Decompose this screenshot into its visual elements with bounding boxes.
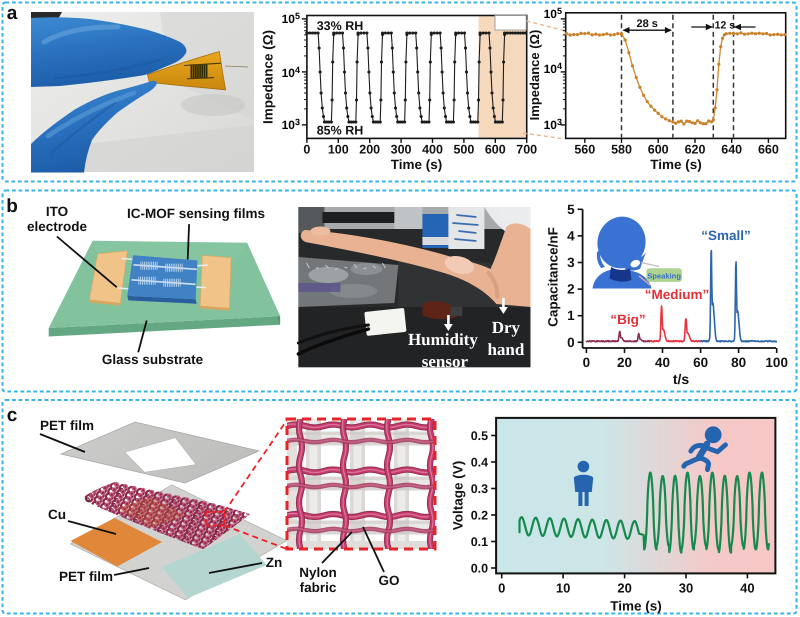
svg-text:PET film: PET film (59, 569, 113, 584)
svg-text:105: 105 (282, 11, 300, 26)
svg-text:0: 0 (303, 143, 310, 157)
svg-text:100: 100 (328, 143, 349, 157)
svg-text:0.1: 0.1 (471, 535, 488, 549)
svg-text:Time (s): Time (s) (650, 157, 702, 172)
svg-text:12 s: 12 s (715, 20, 736, 32)
svg-text:103: 103 (282, 117, 300, 132)
svg-text:Zn: Zn (266, 555, 283, 570)
svg-text:“Big”: “Big” (610, 312, 645, 327)
svg-text:0.4: 0.4 (471, 456, 488, 470)
svg-text:b: b (6, 196, 18, 217)
svg-text:Cu: Cu (48, 507, 66, 522)
svg-text:“Small”: “Small” (701, 228, 751, 243)
svg-text:5: 5 (567, 202, 575, 217)
svg-text:0.2: 0.2 (471, 509, 488, 523)
svg-text:Nylon: Nylon (299, 565, 337, 580)
svg-text:104: 104 (544, 61, 562, 76)
svg-text:2: 2 (567, 282, 575, 297)
svg-text:28 s: 28 s (636, 18, 657, 30)
svg-text:PET film: PET film (40, 418, 94, 433)
svg-text:Time (s): Time (s) (391, 157, 443, 172)
svg-text:660: 660 (758, 143, 779, 157)
svg-text:t/s: t/s (673, 371, 690, 387)
svg-text:300: 300 (391, 143, 412, 157)
svg-text:ITO: ITO (46, 204, 68, 219)
svg-text:700: 700 (516, 143, 537, 157)
svg-text:60: 60 (693, 355, 708, 370)
svg-text:20: 20 (617, 355, 632, 370)
svg-text:4: 4 (567, 228, 575, 243)
svg-text:a: a (7, 3, 18, 24)
svg-text:0.0: 0.0 (471, 562, 488, 576)
svg-text:GO: GO (378, 573, 399, 588)
svg-text:20: 20 (617, 580, 631, 595)
svg-text:Dry: Dry (492, 318, 521, 337)
svg-text:85% RH: 85% RH (317, 124, 364, 138)
svg-text:electrode: electrode (27, 219, 88, 234)
svg-text:Glass substrate: Glass substrate (102, 352, 204, 367)
svg-text:40: 40 (740, 580, 754, 595)
svg-text:Speaking: Speaking (647, 272, 681, 281)
svg-text:600: 600 (485, 143, 506, 157)
svg-text:600: 600 (648, 143, 669, 157)
svg-text:500: 500 (453, 143, 474, 157)
svg-text:400: 400 (422, 143, 443, 157)
svg-text:sensor: sensor (422, 352, 469, 371)
svg-text:100: 100 (765, 355, 788, 370)
svg-text:200: 200 (359, 143, 380, 157)
svg-text:c: c (7, 405, 18, 426)
svg-text:0: 0 (498, 580, 505, 595)
svg-text:0: 0 (583, 355, 591, 370)
svg-text:Capacitance/nF: Capacitance/nF (546, 227, 561, 327)
svg-text:Time (s): Time (s) (610, 598, 662, 613)
svg-text:580: 580 (611, 143, 632, 157)
svg-text:1: 1 (567, 308, 575, 323)
svg-text:40: 40 (655, 355, 670, 370)
svg-text:fabric: fabric (300, 580, 337, 595)
svg-text:3: 3 (567, 255, 575, 270)
svg-text:Humidity: Humidity (408, 330, 478, 349)
svg-text:80: 80 (731, 355, 746, 370)
svg-text:Impedance (Ω): Impedance (Ω) (261, 30, 276, 124)
svg-text:30: 30 (679, 580, 693, 595)
svg-text:560: 560 (574, 143, 595, 157)
svg-text:105: 105 (544, 6, 562, 21)
svg-text:640: 640 (721, 143, 742, 157)
svg-text:620: 620 (685, 143, 706, 157)
svg-text:0.3: 0.3 (471, 482, 488, 496)
svg-text:0: 0 (567, 335, 575, 350)
svg-text:hand: hand (487, 340, 524, 359)
svg-text:0.5: 0.5 (471, 429, 488, 443)
svg-text:“Medium”: “Medium” (645, 287, 710, 302)
svg-text:33% RH: 33% RH (317, 19, 364, 33)
svg-text:104: 104 (282, 65, 300, 80)
svg-text:Voltage (V): Voltage (V) (451, 461, 466, 531)
svg-text:IC-MOF sensing films: IC-MOF sensing films (127, 206, 265, 221)
svg-text:10: 10 (556, 580, 570, 595)
svg-text:103: 103 (544, 117, 562, 132)
svg-text:Impedance (Ω): Impedance (Ω) (527, 30, 542, 121)
